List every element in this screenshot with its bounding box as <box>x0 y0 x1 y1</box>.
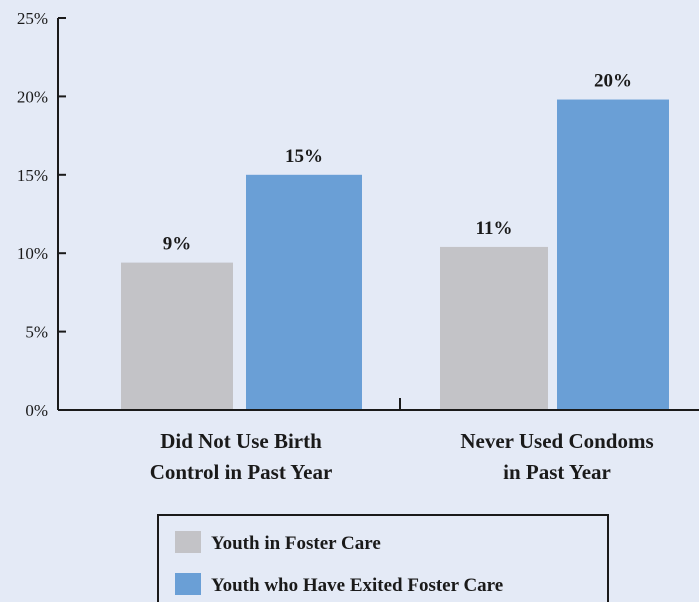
bar <box>557 99 669 410</box>
bars: 9% 15% 11% 20% <box>121 71 669 410</box>
x-category-label: in Past Year <box>503 460 611 484</box>
y-tick-label: 5% <box>25 323 48 342</box>
legend-label: Youth who Have Exited Foster Care <box>211 575 503 596</box>
x-category-label: Control in Past Year <box>150 460 333 484</box>
legend-swatch <box>175 531 201 553</box>
y-tick-label: 25% <box>17 9 48 28</box>
bar-value-label: 15% <box>285 146 323 167</box>
x-category-label: Never Used Condoms <box>460 429 653 453</box>
legend-box <box>157 514 609 602</box>
y-tick-label: 0% <box>25 401 48 420</box>
legend: Youth in Foster Care Youth who Have Exite… <box>157 514 609 602</box>
legend-label: Youth in Foster Care <box>211 533 381 554</box>
x-category-label: Did Not Use Birth <box>160 429 322 453</box>
bar-value-label: 20% <box>594 71 632 92</box>
bar <box>246 174 362 410</box>
y-tick-label: 10% <box>17 244 48 263</box>
bar <box>121 262 233 410</box>
bar-value-label: 9% <box>163 234 192 255</box>
legend-swatch <box>175 573 201 595</box>
bar <box>440 246 548 410</box>
y-axis: 0% 5% 10% 15% 20% 25% <box>17 9 66 420</box>
y-tick-label: 20% <box>17 87 48 106</box>
x-axis: Did Not Use Birth Control in Past Year Nev… <box>58 398 699 484</box>
y-tick-label: 15% <box>17 166 48 185</box>
bar-value-label: 11% <box>476 218 513 239</box>
